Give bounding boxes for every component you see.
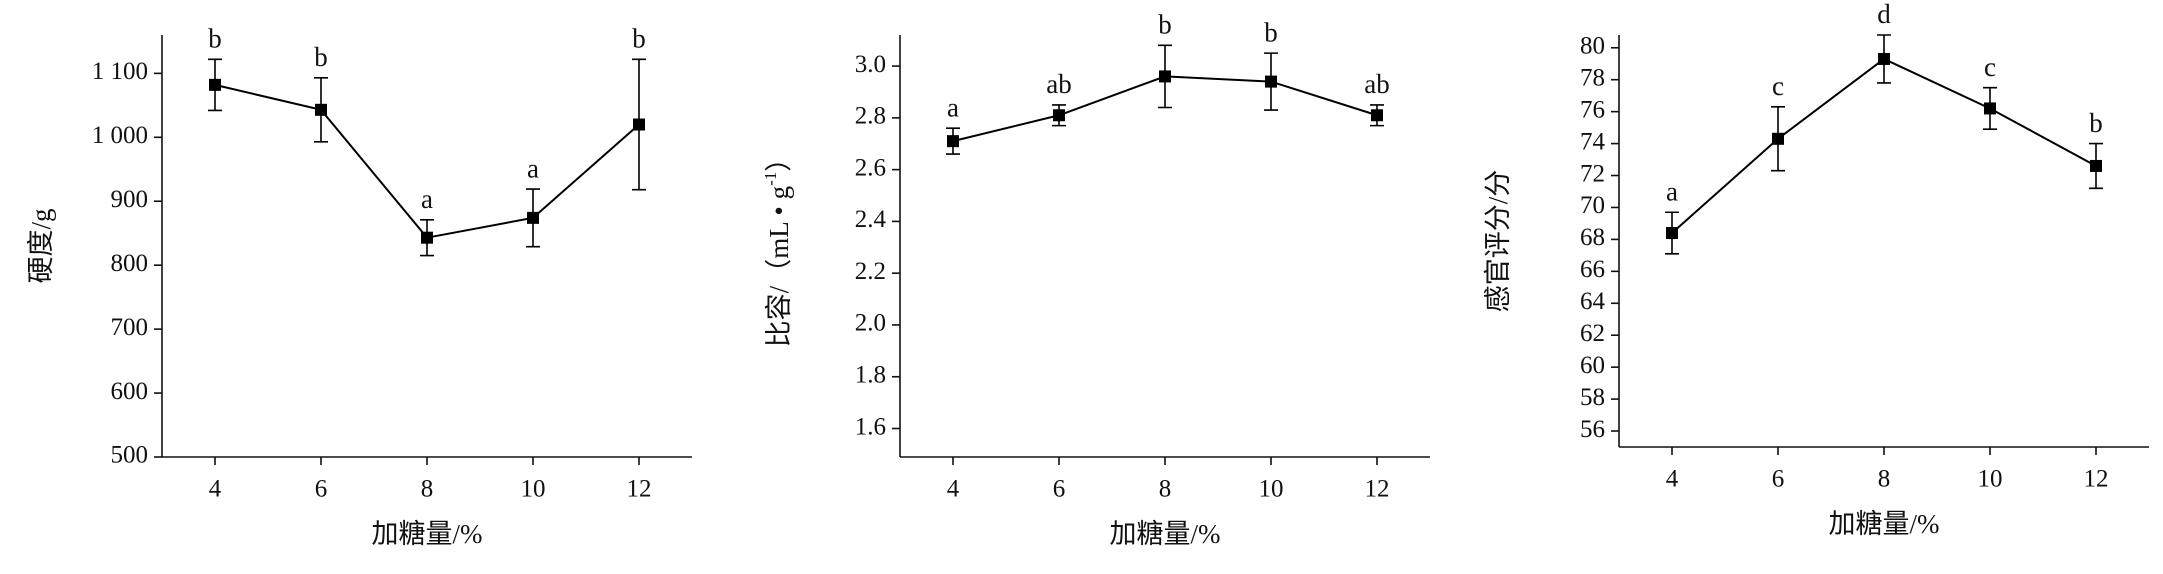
y-tick-label: 2.0 [855, 310, 886, 337]
marker [1053, 109, 1065, 122]
y-tick-label: 66 [1580, 256, 1605, 283]
y-tick-label: 74 [1580, 128, 1606, 155]
marker [1371, 109, 1383, 122]
y-tick-label: 700 [111, 314, 149, 341]
marker [527, 211, 539, 224]
y-tick-label: 1 100 [92, 58, 148, 85]
y-tick-label: 1.8 [855, 361, 886, 388]
y-axis-label: 感官评分/分 [1483, 170, 1513, 313]
y-tick-label: 500 [111, 442, 149, 469]
y-axis-label: 比容/（mL • g-1） [761, 145, 794, 348]
marker [1984, 102, 1996, 115]
y-tick-label: 72 [1580, 160, 1605, 187]
significance-letter: b [1158, 10, 1172, 40]
significance-letter: ab [1364, 69, 1389, 99]
data-line [214, 83, 640, 239]
marker [633, 118, 645, 131]
x-axis-label: 加糖量/% [1829, 509, 1940, 539]
y-axis-label: 硬度/g [26, 208, 56, 283]
subplot: 500 600 700 800 900 1 000 1 100 4 6 8 10 12 加糖量/% 硬度/… [26, 24, 692, 549]
marker [315, 103, 327, 116]
x-tick-label: 12 [627, 476, 652, 503]
x-axis-label: 加糖量/% [1110, 519, 1221, 549]
x-tick-label: 4 [1666, 466, 1679, 493]
y-tick-label: 1 000 [92, 122, 148, 149]
y-tick-label: 68 [1580, 224, 1605, 251]
subplot: 1.6 1.8 2.0 2.2 2.4 2.6 2.8 3.0 4 6 8 10 12 加糖量/% 比容/（… [761, 10, 1430, 549]
y-label-text: 比容/（mL • g [764, 186, 794, 347]
y-tick-label: 900 [111, 186, 149, 213]
significance-letter: a [421, 184, 433, 214]
y-tick-label: 64 [1580, 288, 1606, 315]
x-tick-label: 12 [1365, 476, 1390, 503]
y-tick-label: 2.2 [855, 258, 886, 285]
significance-letter: b [632, 24, 646, 54]
y-tick-label: 56 [1580, 416, 1605, 443]
marker [1666, 227, 1678, 240]
y-label-end: ） [764, 145, 794, 172]
significance-letter: a [1666, 176, 1678, 206]
marker [1265, 75, 1277, 88]
y-tick-label: 2.4 [855, 206, 887, 233]
data-line [1671, 57, 2097, 234]
x-axis-label: 加糖量/% [372, 519, 483, 549]
significance-letter: ab [1046, 69, 1071, 99]
significance-letter: b [208, 24, 222, 54]
y-tick-label: 76 [1580, 96, 1605, 123]
y-tick-label: 58 [1580, 384, 1605, 411]
x-tick-label: 6 [1772, 466, 1785, 493]
significance-letter: b [1264, 17, 1278, 47]
significance-letter: c [1772, 71, 1784, 101]
y-tick-label: 1.6 [855, 413, 886, 440]
y-label-text: 感官评分/分 [1483, 170, 1513, 313]
marker [2090, 159, 2102, 172]
y-label-sup: -1 [761, 172, 780, 186]
y-tick-label: 62 [1580, 320, 1605, 347]
y-tick-label: 80 [1580, 33, 1605, 60]
y-tick-label: 600 [111, 378, 149, 405]
x-tick-label: 4 [209, 476, 222, 503]
x-tick-label: 10 [1259, 476, 1284, 503]
significance-letter: a [947, 92, 959, 122]
marker [209, 78, 221, 91]
y-tick-label: 70 [1580, 192, 1605, 219]
y-tick-label: 2.8 [855, 103, 886, 130]
x-tick-label: 12 [2084, 466, 2109, 493]
significance-letter: c [1984, 52, 1996, 82]
marker [1878, 52, 1890, 65]
x-tick-label: 8 [1159, 476, 1172, 503]
x-tick-label: 4 [947, 476, 960, 503]
significance-letter: b [314, 42, 328, 72]
x-tick-label: 8 [1878, 466, 1891, 493]
significance-letter: d [1877, 0, 1891, 29]
y-label-text: 硬度/g [26, 208, 56, 283]
y-tick-label: 60 [1580, 352, 1605, 379]
significance-letter: a [527, 153, 539, 183]
x-tick-label: 8 [421, 476, 434, 503]
marker [1772, 132, 1784, 145]
y-tick-label: 800 [111, 250, 149, 277]
x-tick-label: 6 [1053, 476, 1066, 503]
significance-letter: b [2089, 108, 2103, 138]
marker [1159, 70, 1171, 83]
y-tick-label: 78 [1580, 64, 1605, 91]
y-tick-label: 2.6 [855, 154, 886, 181]
x-tick-label: 10 [521, 476, 546, 503]
marker [421, 231, 433, 244]
y-tick-label: 3.0 [855, 51, 886, 78]
x-tick-label: 6 [315, 476, 328, 503]
x-tick-label: 10 [1978, 466, 2003, 493]
marker [947, 135, 959, 148]
